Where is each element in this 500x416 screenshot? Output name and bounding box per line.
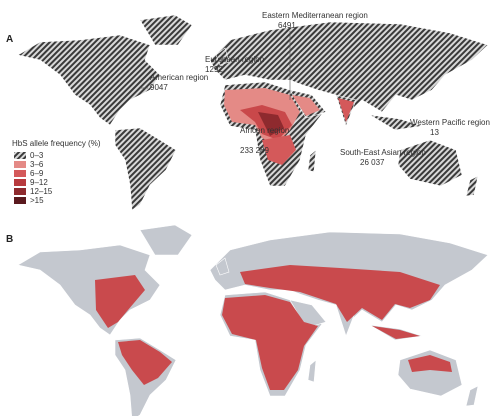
region-value: 13: [430, 128, 439, 137]
legend-label: 3–6: [30, 160, 44, 169]
panel-label: A: [6, 34, 13, 45]
region-name: American region: [150, 73, 208, 82]
region-labels: American region 9047 European region 129…: [140, 11, 490, 167]
legend-swatch: [14, 197, 26, 204]
legend-label: 9–12: [30, 178, 48, 187]
legend-swatch: [14, 161, 26, 168]
region-name: South-East Asian region: [340, 148, 426, 157]
panel-label: B: [6, 234, 13, 245]
legend-swatch: [14, 179, 26, 186]
region-name: Western Pacific region: [410, 118, 490, 127]
legend: HbS allele frequency (%) 0–33–66–99–1212…: [12, 139, 101, 205]
region-value: 6491: [278, 21, 296, 30]
legend-label: 6–9: [30, 169, 44, 178]
red-areas: [95, 265, 452, 390]
region-name: Eastern Mediterranean region: [262, 11, 368, 20]
legend-swatch: [14, 188, 26, 195]
region-value: 233 289: [240, 146, 269, 155]
map-b: [17, 224, 489, 416]
region-value: 1292: [205, 65, 223, 74]
legend-label: 12–15: [30, 187, 53, 196]
legend-label: >15: [30, 196, 44, 205]
hbs-overlay: [224, 88, 354, 165]
legend-swatch: [14, 170, 26, 177]
region-name: African region: [240, 126, 289, 135]
legend-label: 0–3: [30, 151, 44, 160]
legend-title: HbS allele frequency (%): [12, 139, 101, 148]
region-value: 9047: [150, 83, 168, 92]
region-name: European region: [205, 55, 264, 64]
region-value: 26 037: [360, 158, 385, 167]
legend-swatch: [14, 152, 26, 159]
